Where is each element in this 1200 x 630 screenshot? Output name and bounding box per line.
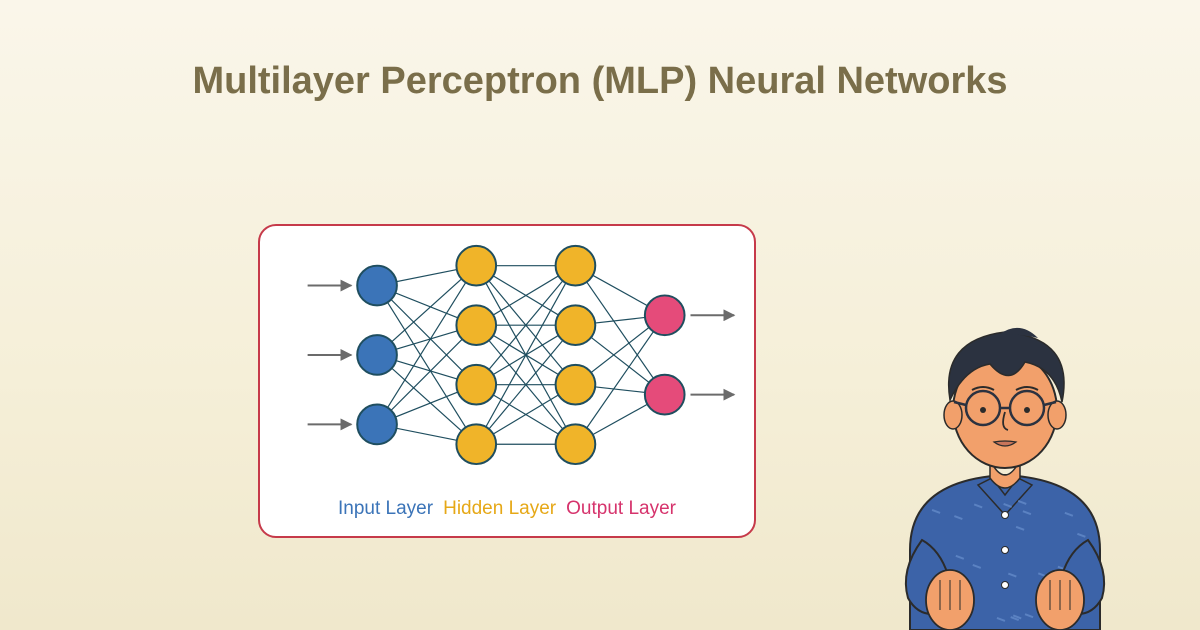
hidden-layer-label: Hidden Layer	[443, 498, 556, 520]
layer-labels: Input Layer Hidden Layer Output Layer	[260, 498, 754, 520]
network-diagram	[260, 226, 754, 492]
diagram-card: Input Layer Hidden Layer Output Layer	[258, 224, 756, 538]
page-title: Multilayer Perceptron (MLP) Neural Netwo…	[192, 60, 1007, 103]
input-layer-label: Input Layer	[338, 498, 433, 520]
person-illustration	[850, 290, 1160, 630]
output-layer-label: Output Layer	[566, 498, 676, 520]
